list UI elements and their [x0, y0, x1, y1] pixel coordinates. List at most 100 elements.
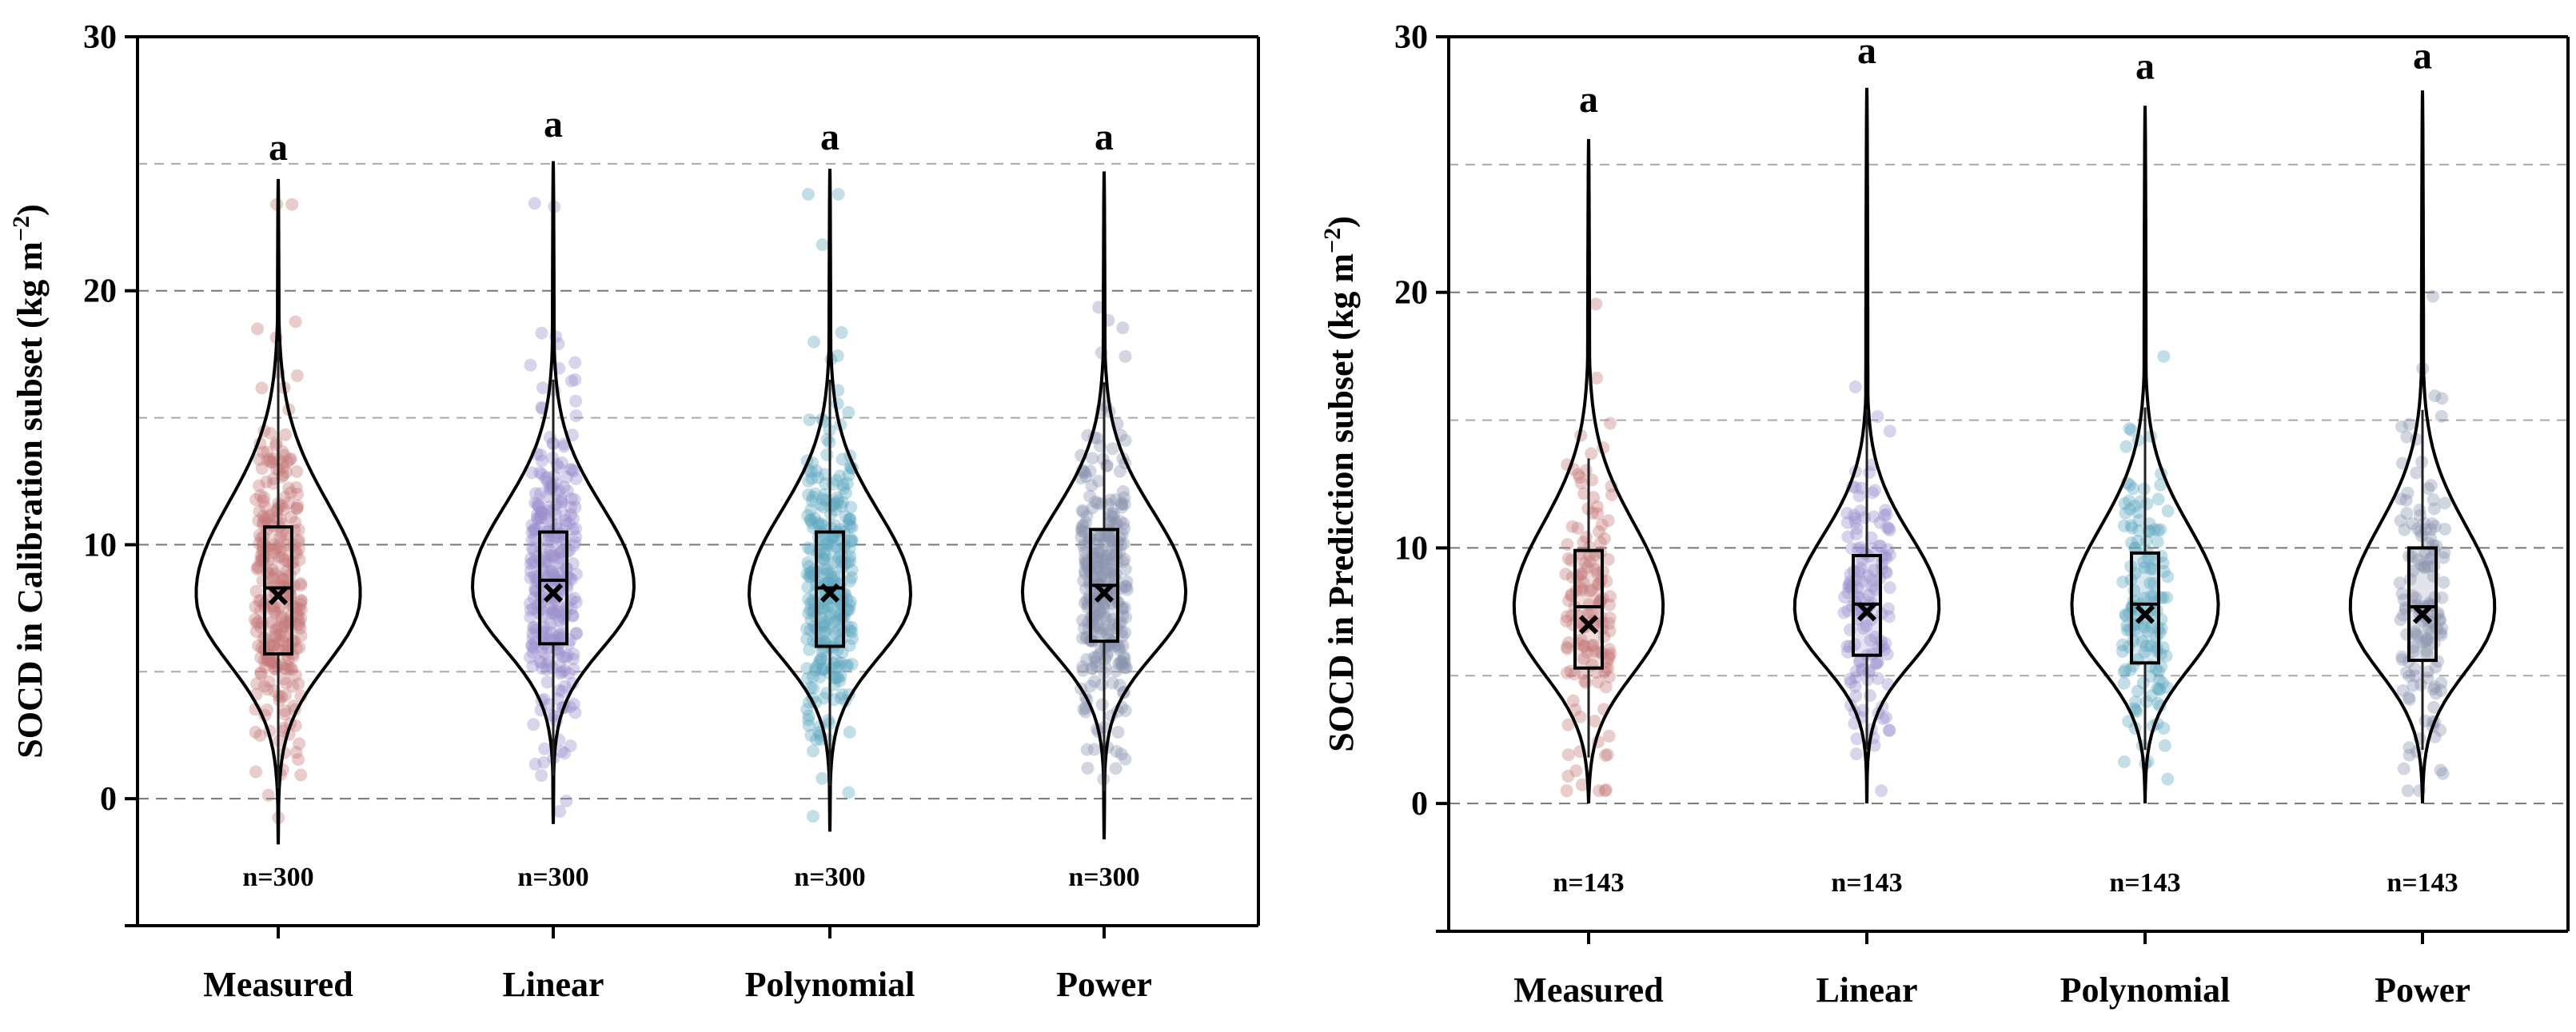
data-point	[2411, 522, 2424, 536]
data-point	[2142, 552, 2155, 565]
data-point	[566, 556, 580, 570]
data-point	[290, 546, 304, 560]
data-point	[1089, 560, 1103, 574]
data-point	[1099, 529, 1112, 543]
data-point	[812, 518, 826, 532]
data-point	[531, 512, 544, 525]
violin-group-measured: Measured a n=300	[194, 126, 362, 1004]
data-point	[800, 632, 814, 646]
data-point	[1853, 504, 1867, 518]
data-point	[1585, 583, 1599, 596]
data-point	[1081, 761, 1095, 775]
iqr-box	[2407, 546, 2438, 663]
data-point	[552, 659, 566, 672]
data-point	[276, 572, 289, 586]
data-point	[294, 612, 308, 625]
data-point	[2396, 608, 2410, 622]
data-point	[1585, 639, 1599, 652]
data-point	[265, 656, 278, 670]
data-point	[843, 599, 856, 612]
data-point	[526, 659, 540, 673]
violin-group-power: Power a n=143	[2348, 35, 2497, 1010]
data-point	[1099, 612, 1113, 626]
data-point	[2128, 499, 2142, 512]
data-point	[250, 677, 264, 691]
data-point	[1595, 518, 1609, 532]
data-point	[2426, 517, 2439, 531]
data-point	[1097, 623, 1111, 636]
data-point	[1105, 560, 1119, 573]
data-point	[257, 654, 271, 667]
data-point	[265, 616, 278, 630]
data-point	[1076, 660, 1090, 674]
data-point	[2435, 591, 2449, 604]
data-point	[842, 786, 855, 799]
n-label: n=143	[2387, 868, 2458, 898]
mean-marker	[1094, 583, 1115, 603]
data-point	[534, 512, 548, 525]
data-point	[524, 552, 538, 566]
data-point	[291, 535, 305, 548]
data-point	[837, 482, 851, 496]
data-point	[1083, 489, 1097, 503]
data-point	[806, 490, 819, 504]
data-point	[1079, 552, 1092, 566]
data-point	[1119, 580, 1132, 593]
data-point	[1076, 519, 1090, 532]
data-point	[269, 511, 283, 524]
data-point	[278, 704, 292, 718]
data-point	[534, 448, 548, 462]
data-point	[1083, 464, 1097, 478]
data-point	[1560, 610, 1573, 624]
data-point	[1586, 638, 1600, 651]
data-point	[568, 500, 582, 514]
data-point	[1090, 558, 1103, 572]
data-point	[1116, 555, 1130, 568]
data-point	[817, 552, 831, 566]
data-point	[1098, 554, 1111, 568]
data-point	[1879, 565, 1892, 579]
data-point	[564, 739, 577, 753]
data-point	[1118, 552, 1131, 566]
data-point	[528, 554, 541, 568]
data-point	[530, 508, 544, 522]
mean-marker	[819, 583, 840, 603]
data-point	[553, 632, 567, 645]
data-point	[830, 491, 843, 504]
data-point	[2411, 553, 2425, 567]
data-point	[1838, 590, 1852, 604]
data-point	[268, 567, 281, 580]
data-point	[2408, 625, 2422, 639]
data-point	[1094, 607, 1107, 620]
data-point	[559, 651, 572, 664]
data-point	[540, 626, 553, 640]
data-point	[1116, 639, 1130, 652]
data-point	[2401, 486, 2415, 500]
data-point	[2420, 632, 2434, 646]
data-point	[557, 480, 571, 494]
data-point	[846, 632, 859, 645]
data-point	[556, 684, 569, 698]
mean-marker	[1578, 615, 1599, 635]
data-point	[2426, 683, 2440, 696]
data-point	[2119, 609, 2133, 623]
data-point	[547, 568, 560, 582]
data-point	[264, 508, 277, 522]
violin-group-power: Power a n=300	[1020, 116, 1188, 1004]
data-point	[1113, 679, 1127, 692]
mean-marker	[1856, 602, 1877, 622]
data-point	[535, 644, 548, 658]
data-point	[282, 481, 296, 495]
data-point	[1091, 619, 1105, 632]
data-point	[1091, 496, 1104, 510]
data-point	[1100, 459, 1114, 472]
data-point	[804, 570, 818, 584]
data-point	[255, 381, 269, 395]
data-point	[273, 600, 286, 614]
data-point	[830, 614, 843, 628]
data-point	[2138, 645, 2151, 659]
data-point	[1076, 614, 1090, 628]
data-point	[252, 639, 265, 652]
data-point	[526, 602, 540, 616]
data-point	[535, 505, 548, 519]
